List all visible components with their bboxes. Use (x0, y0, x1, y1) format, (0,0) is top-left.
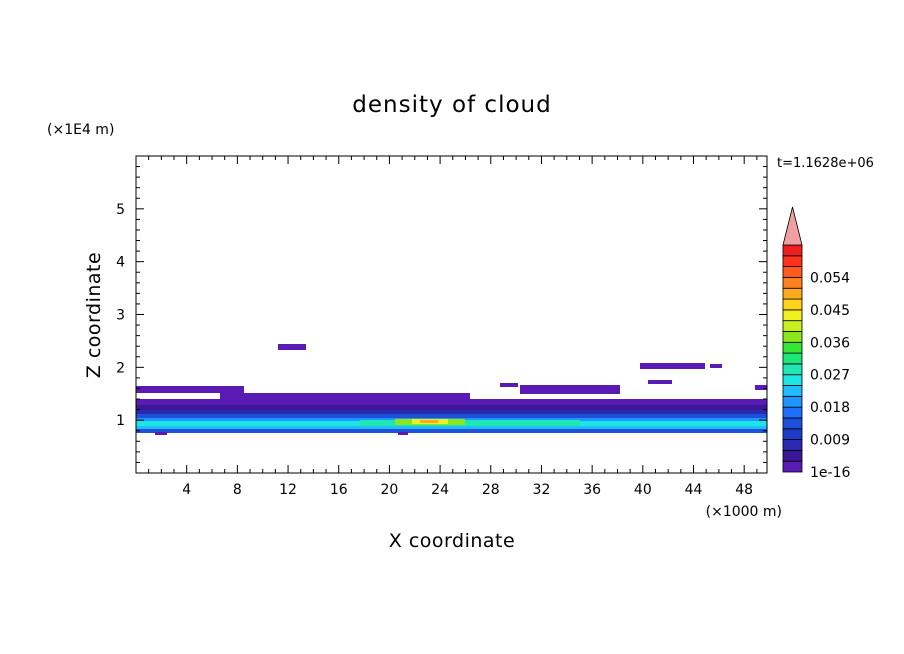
contour-field (136, 344, 767, 435)
colorbar-swatch (782, 277, 803, 289)
x-tick-label: 36 (583, 482, 601, 498)
cloud-patch (398, 432, 408, 435)
cloud-patch (155, 432, 167, 435)
colorbar-swatch (782, 395, 803, 408)
colorbar-swatch (782, 460, 803, 473)
colorbar-swatch (782, 417, 803, 430)
x-axis-ticks: 4 8 12 16 20 24 28 32 36 40 44 48 (148, 156, 758, 498)
colorbar-label: 0.027 (810, 368, 850, 384)
colorbar-swatch (782, 428, 803, 440)
y-tick-label: 3 (116, 308, 125, 324)
y-tick-label: 5 (116, 202, 125, 218)
x-tick-label: 24 (431, 482, 449, 498)
cloud-band-lower (136, 429, 767, 433)
x-tick-label: 44 (685, 482, 703, 498)
cloud-band-peak (420, 420, 438, 423)
y-tick-label: 4 (116, 255, 125, 271)
colorbar-label: 0.009 (810, 433, 850, 449)
cloud-patch (500, 383, 518, 387)
y-axis-ticks: 1 2 3 4 5 (116, 166, 767, 463)
colorbar-swatch (782, 385, 803, 397)
colorbar-label: 0.018 (810, 400, 850, 416)
colorbar-label: 1e-16 (810, 465, 850, 481)
x-tick-label: 12 (279, 482, 297, 498)
colorbar-swatch (782, 406, 803, 419)
colorbar-swatch (782, 266, 803, 278)
x-tick-label: 16 (330, 482, 348, 498)
cloud-patch (136, 386, 244, 393)
cloud-patch (520, 385, 620, 394)
cloud-band-lower (136, 426, 767, 429)
colorbar-swatch (782, 352, 803, 365)
colorbar-swatch (782, 255, 803, 268)
colorbar-swatch (782, 363, 803, 376)
time-label: t=1.1628e+06 (777, 156, 874, 171)
y-tick-label: 1 (116, 413, 125, 429)
colorbar: 1e-16 0.009 0.018 0.027 0.036 0.045 0.054 (782, 206, 850, 481)
cloud-patch (340, 393, 450, 398)
colorbar-label: 0.054 (810, 270, 850, 286)
cloud-patch (755, 385, 767, 390)
cloud-band-core (360, 420, 580, 426)
cloud-band-upper (136, 405, 767, 411)
x-axis-label: X coordinate (389, 530, 515, 552)
colorbar-swatch (782, 449, 803, 462)
cloud-patch (648, 380, 672, 384)
colorbar-extend-triangle (782, 206, 803, 246)
y-axis-label: Z coordinate (83, 252, 105, 378)
x-tick-label: 32 (533, 482, 551, 498)
x-tick-label: 48 (735, 482, 753, 498)
cloud-band-upper (136, 399, 767, 409)
x-tick-label: 28 (482, 482, 500, 498)
colorbar-swatch (782, 309, 803, 322)
colorbar-swatch (782, 331, 803, 343)
chart-title: density of cloud (352, 92, 551, 118)
colorbar-swatch (782, 320, 803, 332)
x-unit-label: (×1000 m) (706, 504, 782, 520)
y-tick-label: 2 (116, 360, 125, 376)
colorbar-swatch (782, 244, 803, 257)
colorbar-label: 0.036 (810, 335, 850, 351)
cloud-patch (278, 344, 306, 350)
x-tick-label: 4 (182, 482, 191, 498)
x-tick-label: 40 (634, 482, 652, 498)
cloud-patch (640, 363, 705, 369)
colorbar-swatch (782, 287, 803, 300)
colorbar-swatch (782, 298, 803, 311)
cloud-band-upper (136, 410, 767, 416)
colorbar-swatch (782, 374, 803, 386)
x-tick-label: 20 (380, 482, 398, 498)
cloud-band-upper (136, 414, 767, 418)
y-unit-label: (×1E4 m) (47, 122, 114, 138)
colorbar-swatch (782, 341, 803, 354)
colorbar-label: 0.045 (810, 303, 850, 319)
cloud-patch (710, 364, 722, 368)
colorbar-swatch (782, 439, 803, 451)
x-tick-label: 8 (233, 482, 242, 498)
